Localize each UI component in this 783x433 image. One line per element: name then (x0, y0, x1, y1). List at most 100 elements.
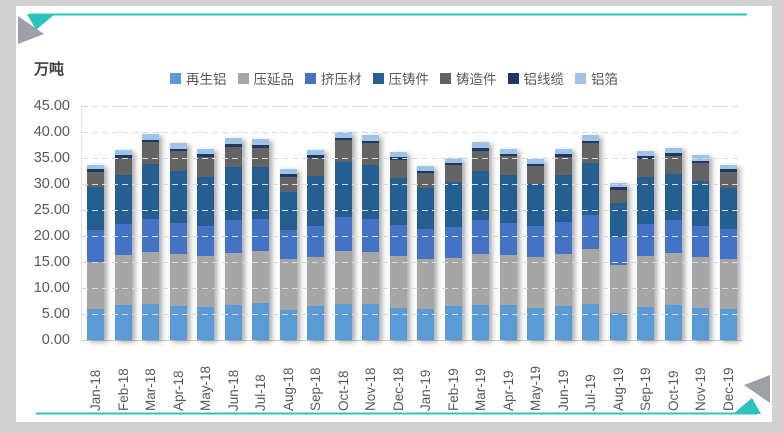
bar-slot-May-19 (522, 106, 550, 340)
bar-segment-再生铝 (692, 307, 710, 340)
corner-fold-teal-top-left (27, 14, 55, 30)
bar-segment-压延品 (307, 256, 325, 307)
bar-segment-挤压材 (279, 229, 297, 259)
bar-segment-铝箔 (224, 138, 242, 144)
bar-segment-再生铝 (582, 303, 600, 340)
bar-segment-铸造件 (664, 155, 682, 175)
stacked-bar-Jul-18 (252, 139, 270, 340)
legend-label: 挤压材 (321, 72, 362, 87)
x-tick-slot: Jan-19 (412, 347, 440, 411)
y-tick-label: 45.00 (33, 98, 70, 114)
x-tick-label: Apr-18 (170, 370, 186, 411)
x-tick-slot: Jul-19 (577, 347, 605, 411)
bar-segment-铝线缆 (197, 154, 215, 157)
x-tick-slot: Jul-18 (247, 347, 275, 411)
stacked-bar-Oct-19 (664, 148, 682, 340)
bar-segment-再生铝 (279, 309, 297, 340)
bar-segment-铸造件 (719, 172, 737, 188)
bar-segment-铝箔 (499, 148, 517, 154)
legend-item-2: 挤压材 (305, 68, 362, 88)
x-tick-label: Jul-19 (583, 374, 599, 411)
bar-slot-Apr-18 (165, 106, 193, 340)
bar-segment-铸造件 (169, 151, 187, 172)
bar-segment-压延品 (114, 255, 132, 305)
bar-segment-压铸件 (334, 162, 352, 217)
bar-segment-挤压材 (362, 218, 380, 252)
gridline (82, 158, 742, 159)
x-tick-label: Dec-18 (390, 367, 406, 411)
bar-segment-压延品 (197, 256, 215, 308)
corner-fold-gray-bottom-right (744, 375, 770, 403)
stacked-bar-Feb-18 (114, 150, 132, 340)
gridline (82, 288, 742, 289)
x-tick-slot: Jun-18 (220, 347, 248, 411)
stacked-bar-Mar-18 (142, 134, 160, 340)
bar-segment-铝线缆 (169, 148, 187, 152)
x-tick-slot: Mar-18 (137, 347, 165, 411)
x-tick-label: Oct-18 (335, 370, 351, 411)
y-tick-label: 15.00 (33, 254, 70, 270)
bar-segment-挤压材 (499, 223, 517, 256)
x-axis-tick-labels: Jan-18 Feb-18 Mar-18 Apr-18 May-18 Jun-18 Jul-… (82, 347, 742, 411)
bar-segment-铝线缆 (307, 154, 325, 158)
legend-item-1: 压延品 (237, 68, 295, 88)
x-tick-slot: Dec-19 (715, 347, 743, 411)
legend-label: 压延品 (253, 72, 295, 87)
bar-segment-铝线缆 (142, 139, 160, 143)
x-tick-label: Aug-19 (610, 367, 626, 411)
legend-label: 再生铝 (186, 72, 227, 87)
legend-item-5: 铝线缆 (507, 68, 564, 88)
bar-segment-压延品 (582, 249, 600, 304)
bar-segment-再生铝 (472, 304, 490, 340)
bar-segment-铸造件 (417, 173, 435, 188)
gridline (82, 236, 742, 237)
stacked-bar-Sep-18 (307, 149, 325, 340)
bar-slot-Dec-18 (385, 106, 413, 340)
bar-segment-压铸件 (692, 181, 710, 226)
bar-segment-铝箔 (582, 135, 600, 141)
bar-segment-再生铝 (664, 304, 682, 340)
bar-segment-铸造件 (582, 143, 600, 164)
bar-segment-铸造件 (637, 159, 655, 178)
bar-segment-压铸件 (114, 174, 132, 225)
stacked-bar-May-19 (527, 158, 545, 340)
x-tick-label: Nov-19 (693, 367, 709, 411)
bar-slot-Aug-18 (275, 106, 303, 340)
bar-segment-铝线缆 (417, 170, 435, 174)
bar-segment-压延品 (499, 255, 517, 305)
bar-segment-挤压材 (197, 226, 215, 257)
bar-slot-Feb-19 (440, 106, 468, 340)
bar-segment-挤压材 (582, 215, 600, 250)
bar-series-container (82, 106, 742, 340)
y-axis-line (81, 106, 82, 341)
bar-segment-再生铝 (637, 307, 655, 340)
x-tick-slot: Nov-18 (357, 347, 385, 411)
bar-slot-Dec-19 (715, 106, 743, 340)
bar-segment-铸造件 (472, 150, 490, 171)
bar-segment-压铸件 (554, 175, 572, 222)
bar-slot-Nov-18 (357, 106, 385, 340)
bar-segment-铸造件 (362, 143, 380, 166)
stacked-bar-May-18 (197, 149, 215, 340)
gridline (82, 210, 742, 211)
bar-segment-铸造件 (389, 159, 407, 178)
bar-segment-压铸件 (472, 170, 490, 220)
gridline (82, 262, 742, 263)
x-tick-slot: Apr-19 (495, 347, 523, 411)
bar-segment-挤压材 (389, 224, 407, 256)
x-tick-label: Feb-18 (115, 368, 131, 411)
bar-segment-铝线缆 (444, 162, 462, 166)
bar-segment-压延品 (169, 254, 187, 307)
bar-segment-挤压材 (444, 227, 462, 258)
bar-segment-铸造件 (307, 157, 325, 177)
y-tick-label: 5.00 (41, 306, 70, 322)
bar-segment-挤压材 (719, 229, 737, 260)
stacked-bar-Jun-19 (554, 149, 572, 340)
bar-segment-再生铝 (114, 304, 132, 340)
bar-segment-再生铝 (719, 308, 737, 340)
bar-segment-压延品 (224, 252, 242, 305)
x-tick-slot: Aug-19 (605, 347, 633, 411)
bar-segment-再生铝 (224, 304, 242, 340)
bar-segment-铸造件 (334, 140, 352, 163)
